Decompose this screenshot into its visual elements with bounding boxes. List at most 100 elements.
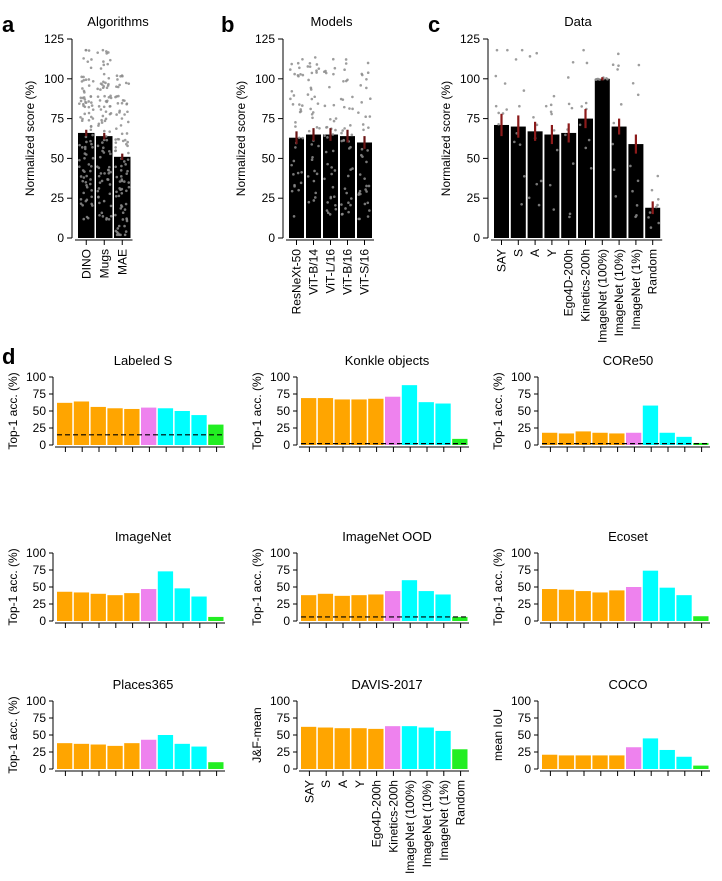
panel-d1-ylabel: Top-1 acc. (%): [6, 372, 20, 449]
panel-a-point: [90, 165, 93, 168]
panel-b-point: [344, 58, 348, 61]
panel-b-point: [364, 188, 367, 191]
panel-a-point: [107, 51, 110, 54]
panel-a-point: [102, 72, 106, 76]
panel-a-point: [78, 143, 81, 147]
panel-a-bar: [96, 136, 113, 238]
panel-a-point: [100, 121, 104, 124]
panel-a-point: [90, 195, 93, 199]
panel-a-point: [97, 105, 101, 108]
panel-b-title: Models: [311, 14, 353, 29]
panel-d9-bar: [575, 755, 591, 769]
panel-b-point: [313, 169, 316, 173]
panel-d2-bar: [385, 396, 401, 445]
panel-b-point: [313, 196, 317, 199]
panel-b-point: [297, 136, 301, 140]
panel-d2-bar: [334, 399, 350, 445]
panel-a-point: [89, 169, 92, 173]
panel-b-point: [299, 108, 302, 111]
panel-b-ytick-label: 100: [255, 72, 275, 86]
panel-b-point: [298, 110, 302, 114]
panel-a-point: [101, 86, 105, 90]
panel-a-point: [109, 204, 113, 208]
panel-d1-bar: [90, 406, 106, 445]
panel-c-point: [635, 204, 639, 207]
panel-b-point: [326, 211, 330, 215]
panel-c-point: [535, 182, 539, 186]
panel-a-point: [123, 138, 127, 142]
panel-d2-bar: [418, 402, 434, 445]
panel-d3-bar: [642, 405, 659, 445]
panel-a-point: [114, 149, 117, 153]
panel-a-point: [104, 81, 107, 85]
panel-a-point: [106, 62, 109, 66]
panel-a-point: [83, 152, 87, 155]
panel-d5-bar: [435, 594, 451, 621]
panel-d3-ytick-label: 75: [518, 387, 532, 401]
panel-d2-bar: [435, 403, 451, 445]
panel-c-point: [535, 123, 539, 127]
panel-letter-c: c: [428, 12, 440, 37]
panel-a-point: [89, 128, 93, 132]
panel-d4-bar: [124, 593, 140, 621]
panel-c-point: [544, 104, 548, 108]
panel-a-point: [102, 80, 105, 84]
panel-b-point: [326, 136, 329, 139]
panel-c-bar: [561, 132, 577, 238]
panel-c-ytick-label: 50: [467, 151, 481, 165]
panel-a-point: [114, 194, 118, 198]
panel-a-point: [107, 165, 111, 169]
panel-d7-bar: [107, 745, 123, 769]
panel-c-xtick-label: Kinetics-200h: [579, 249, 593, 322]
panel-a-point: [109, 170, 112, 174]
panel-a-point: [125, 142, 128, 146]
panel-b-point: [306, 93, 310, 96]
panel-b-point: [312, 199, 316, 202]
panel-c-bar: [494, 124, 509, 238]
panel-d3-bar: [558, 433, 575, 445]
panel-b-point: [349, 203, 352, 207]
panel-a-point: [100, 211, 104, 215]
panel-c-point: [656, 203, 659, 207]
panel-a-point: [116, 227, 120, 230]
panel-a-point: [96, 144, 100, 148]
panel-b-point: [315, 69, 318, 72]
panel-d8-bar: [435, 730, 451, 769]
panel-b-point: [330, 172, 333, 176]
panel-a-point: [97, 174, 101, 178]
panel-d7-title: Places365: [113, 677, 174, 692]
panel-a-point: [107, 95, 111, 99]
panel-d8-xtick-label: SAY: [302, 780, 316, 803]
panel-c-point: [617, 64, 620, 67]
panel-b-point: [351, 107, 354, 111]
panel-c-point: [549, 103, 553, 107]
panel-a-point: [81, 204, 84, 207]
panel-d6-ytick-label: 25: [518, 597, 532, 611]
panel-b-point: [328, 213, 332, 216]
panel-c-point: [637, 63, 641, 67]
panel-a-point: [115, 190, 118, 194]
panel-b-point: [358, 189, 362, 193]
panel-c-ytick-label: 100: [460, 72, 480, 86]
panel-b-point: [293, 72, 296, 76]
panel-b-point: [317, 144, 320, 148]
panel-b-point: [331, 57, 335, 61]
panel-a-point: [99, 155, 102, 159]
panel-a-point: [105, 216, 108, 220]
panel-a-point: [78, 102, 81, 105]
panel-d6-ytick-label: 75: [518, 563, 532, 577]
panel-b-point: [325, 209, 329, 212]
panel-d2-bar: [351, 399, 367, 445]
panel-b-bar: [357, 142, 372, 238]
panel-c-ytick-label: 125: [460, 32, 480, 46]
panel-c-point: [518, 143, 522, 146]
panel-b-point: [308, 62, 312, 65]
panel-b-xtick-label: ViT-B/16: [341, 249, 355, 295]
panel-c-point: [527, 196, 531, 200]
panel-c-xtick-label: SAY: [495, 249, 509, 272]
panel-c-xtick-label: ImageNet (100%): [595, 249, 609, 343]
panel-b-point: [313, 95, 316, 99]
panel-a-point: [87, 100, 90, 103]
panel-d8-xtick-label: ImageNet (100%): [403, 780, 417, 874]
panel-c-point: [571, 162, 575, 165]
